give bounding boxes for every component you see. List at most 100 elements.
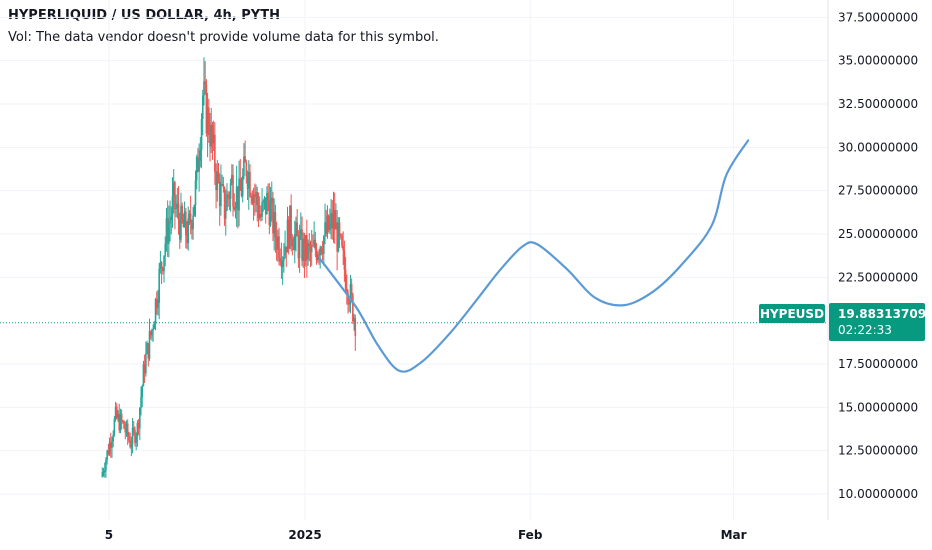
candle-body — [350, 284, 353, 295]
candle-body — [131, 427, 134, 445]
candle-body — [198, 160, 200, 172]
candle-body — [155, 299, 158, 308]
candle — [106, 449, 108, 465]
candle-body — [102, 472, 105, 474]
candle-body — [332, 209, 335, 229]
candle — [141, 384, 144, 408]
candle-body — [177, 203, 180, 221]
candle-body — [197, 157, 199, 172]
candle-body — [117, 413, 119, 418]
candle-body — [218, 181, 221, 207]
y-tick-label: 17.50000000 — [838, 357, 918, 371]
candle — [153, 320, 156, 330]
candle — [208, 98, 210, 144]
candle-body — [154, 299, 157, 324]
candle — [268, 183, 271, 235]
candle-body — [297, 236, 300, 259]
candle — [256, 186, 259, 222]
candle-body — [227, 194, 229, 197]
candle — [333, 192, 336, 244]
price-axis[interactable]: 37.50000000 35.00000000 32.50000000 30.0000… — [838, 10, 918, 501]
candle-body — [135, 436, 137, 443]
candle — [352, 292, 354, 325]
candle — [111, 436, 113, 458]
candle-body — [275, 237, 278, 250]
candle — [221, 174, 223, 187]
candle — [293, 220, 296, 264]
candle — [152, 324, 154, 343]
candle — [267, 183, 269, 212]
candle-body — [119, 413, 122, 431]
candle-body — [320, 247, 323, 253]
x-tick-label: 2025 — [288, 528, 321, 542]
candle — [217, 163, 220, 184]
candle-body — [162, 268, 164, 272]
candle-body — [263, 197, 266, 202]
candle — [197, 148, 199, 173]
candle — [244, 140, 246, 163]
candle-body — [181, 205, 183, 220]
candle — [346, 274, 348, 305]
candle-body — [352, 294, 354, 322]
candle — [304, 235, 307, 267]
candle-body — [185, 211, 187, 236]
candle — [291, 234, 294, 256]
candle — [278, 227, 280, 266]
candle — [159, 250, 162, 274]
candle — [285, 246, 288, 267]
candle — [289, 205, 291, 250]
candle-body — [216, 171, 219, 191]
candle-body — [348, 303, 351, 305]
candle — [119, 408, 122, 434]
candle — [337, 217, 340, 253]
candle — [287, 216, 290, 255]
candle-body — [164, 243, 167, 256]
candle — [215, 163, 217, 209]
candle-body — [309, 246, 312, 252]
candle-body — [125, 423, 128, 433]
candle — [330, 199, 332, 240]
candle — [226, 183, 228, 212]
candle-body — [246, 176, 249, 189]
volume-note: Vol: The data vendor doesn't provide vol… — [8, 30, 439, 45]
candle — [201, 89, 204, 136]
candle-body — [175, 208, 177, 210]
candle-body — [148, 331, 151, 359]
candle-body — [314, 239, 317, 250]
candle-body — [335, 222, 337, 230]
candle — [261, 188, 263, 221]
candle-body — [341, 235, 343, 247]
candle — [131, 418, 134, 454]
candle-body — [238, 178, 240, 211]
candle-body — [188, 213, 191, 219]
symbol-badge: HYPEUSD — [760, 307, 824, 321]
candle — [181, 202, 183, 224]
candle-body — [245, 162, 248, 177]
candle-body — [234, 208, 237, 210]
candle-body — [101, 472, 104, 477]
candle-body — [170, 216, 173, 221]
candle — [145, 341, 147, 377]
candle — [235, 165, 238, 227]
time-axis[interactable]: 5 2025 Feb Mar — [105, 528, 747, 542]
candle — [107, 443, 110, 456]
candle — [108, 437, 111, 456]
candle-body — [107, 450, 110, 455]
candle-body — [209, 135, 211, 147]
candle-body — [199, 150, 202, 161]
candle — [243, 143, 245, 180]
candle-body — [176, 203, 179, 209]
x-tick-label: 5 — [105, 528, 113, 542]
candle — [193, 204, 196, 217]
candle — [224, 189, 227, 236]
candle-body — [142, 364, 145, 387]
candle-body — [316, 254, 319, 261]
candle-body — [111, 441, 113, 448]
candle-body — [206, 107, 209, 134]
candle-body — [339, 235, 342, 237]
candle-body — [336, 222, 338, 252]
candle-body — [187, 218, 190, 244]
candle-body — [151, 329, 153, 336]
candle — [187, 206, 190, 251]
